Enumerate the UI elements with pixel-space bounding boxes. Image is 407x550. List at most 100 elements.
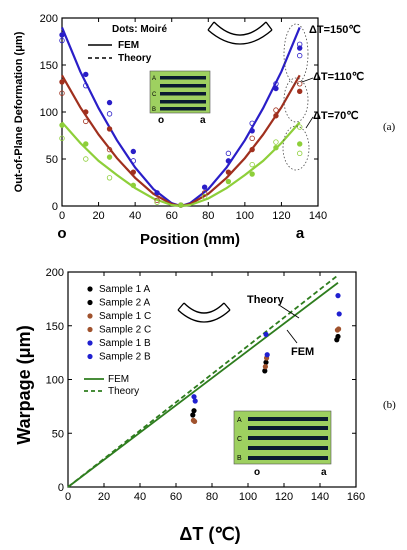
x-tick-label: 0	[65, 491, 71, 503]
sample-point	[262, 364, 268, 370]
moire-point	[225, 158, 232, 164]
x-tick-label: 140	[311, 491, 329, 503]
moire-point	[83, 118, 89, 125]
y-tick-label: 200	[46, 267, 64, 279]
moire-point	[249, 161, 255, 168]
moire-point	[201, 193, 208, 200]
annotation-fem: FEM	[291, 346, 314, 358]
inset-a-label-a: a	[200, 115, 206, 126]
panel-a-label: (a)	[383, 121, 396, 133]
moire-point	[83, 156, 89, 162]
x-tick-label: 0	[59, 210, 65, 222]
moire-point	[201, 184, 208, 190]
moire-point	[130, 182, 137, 189]
inset-b-label-A: A	[237, 417, 242, 424]
sample-point	[264, 352, 270, 358]
moire-point	[83, 82, 89, 89]
x-tick-label: 120	[275, 491, 293, 503]
ellipse-70	[282, 125, 310, 171]
inset-specimen-a: A C B o a	[149, 70, 211, 126]
panel-b: 0 20 40 60 80 100 120 140 160 0 50 100 150 200 Sample…	[14, 267, 396, 544]
moire-point	[225, 169, 232, 175]
legend-a-fem-label: FEM	[118, 40, 139, 51]
sample-point	[192, 398, 198, 404]
plot-a-ylabel: Out-of-Plane Deformation (μm)	[13, 31, 25, 192]
legend-b-marker	[87, 353, 93, 360]
theory-curve-1	[61, 75, 301, 207]
moire-point	[154, 190, 160, 196]
x-tick-label: 120	[272, 210, 290, 222]
theory-line	[67, 274, 339, 488]
moire-point	[201, 190, 208, 196]
anno-arrow-110	[301, 77, 314, 83]
inset-a-label-C: C	[152, 92, 157, 98]
legend-b-sample-label: Sample 2 A	[99, 298, 150, 309]
legend-b-fem-label: FEM	[108, 374, 129, 385]
plot-a-x-end-o: o	[57, 225, 66, 242]
moire-point	[249, 120, 255, 126]
moire-point	[297, 141, 303, 147]
moire-point	[297, 150, 303, 157]
x-tick-label: 40	[129, 210, 141, 222]
plot-a-curves	[60, 26, 301, 208]
y-tick-label: 50	[46, 154, 58, 166]
moire-point	[249, 128, 255, 134]
moire-point	[83, 71, 89, 78]
moire-point	[83, 141, 89, 147]
moire-point	[106, 126, 113, 132]
ellipse-110	[283, 77, 309, 123]
inset-b-label-o: o	[254, 467, 260, 478]
sample-point	[335, 293, 341, 299]
anno-arrow-70	[305, 116, 314, 129]
beam-schematic-b	[177, 302, 231, 323]
y-tick-label: 100	[40, 107, 58, 119]
y-tick-label: 0	[58, 482, 64, 494]
anno-arrow-fem	[286, 329, 298, 344]
moire-point	[249, 135, 255, 142]
plot-a-x-end-a: a	[296, 225, 305, 242]
moire-point	[83, 109, 89, 115]
legend-b-marker	[87, 299, 93, 306]
sample-point	[262, 368, 268, 374]
plot-a-xlabel: Position (mm)	[140, 231, 240, 248]
plot-b-ticks: 0 20 40 60 80 100 120 140 160 0 50 100 150 200	[46, 267, 366, 503]
moire-point	[249, 146, 255, 153]
moire-point	[106, 146, 113, 153]
y-tick-label: 200	[40, 13, 58, 25]
moire-point	[106, 175, 113, 181]
moire-point	[59, 122, 65, 128]
legend-b-marker	[87, 340, 93, 346]
sample-point	[336, 326, 342, 332]
sample-point	[263, 331, 269, 337]
legend-b-sample-label: Sample 1 C	[99, 311, 151, 322]
legend-b-marker	[87, 313, 93, 319]
sample-point	[192, 418, 198, 425]
moire-point	[59, 135, 65, 142]
legend-b: Sample 1 A Sample 2 A Sample 1 C Sample 2 C…	[87, 284, 151, 363]
moire-point	[106, 154, 113, 160]
moire-point	[178, 202, 184, 208]
x-tick-label: 100	[239, 491, 257, 503]
x-tick-label: 80	[206, 491, 218, 503]
fem-curve-0	[60, 26, 301, 208]
anno-arrow-theory	[278, 304, 300, 319]
moire-point	[297, 52, 303, 59]
sample-point	[336, 311, 342, 317]
inset-a-label-A: A	[152, 76, 156, 82]
y-tick-label: 150	[46, 321, 64, 333]
panel-a: 0 20 40 60 80 100 120 140 0 50 100 150 200 Dots: Moi…	[13, 13, 396, 248]
inset-b-label-B: B	[237, 455, 242, 462]
annotation-dT70: ΔT=70℃	[313, 110, 359, 122]
panel-b-label: (b)	[383, 399, 396, 411]
legend-b-marker	[87, 286, 93, 292]
legend-a-theory-label: Theory	[118, 53, 152, 64]
moire-point	[106, 111, 113, 117]
inset-b-label-a: a	[321, 467, 327, 478]
moire-point	[273, 107, 279, 113]
fem-line	[67, 282, 339, 488]
moire-point	[297, 45, 303, 51]
x-tick-label: 100	[236, 210, 254, 222]
plot-a-ticks: 0 20 40 60 80 100 120 140 0 50 100 150 200	[40, 13, 328, 222]
annotation-theory: Theory	[247, 294, 285, 306]
